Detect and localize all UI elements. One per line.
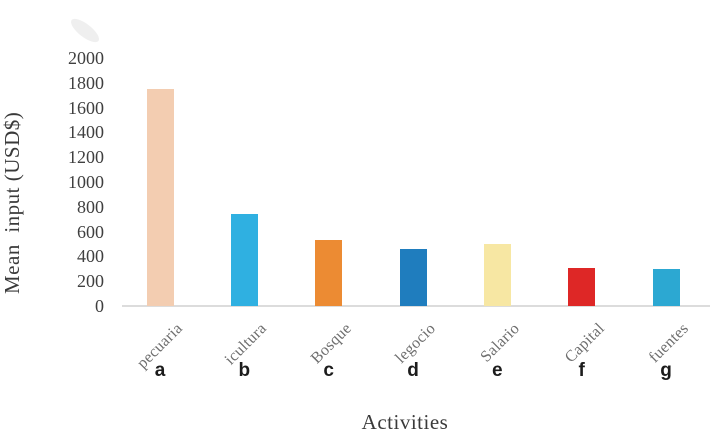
y-tick-label: 200 [77,271,104,292]
category-letter: f [578,360,585,381]
y-tick-label: 1800 [68,72,104,93]
scan-smudge-artifact [67,14,103,47]
bar-c [315,240,343,306]
category-letter: g [660,360,672,381]
y-tick-label: 1200 [68,147,104,168]
category-letter: e [492,360,503,381]
y-tick-label: 2000 [68,48,104,68]
y-tick-label: 800 [77,196,104,217]
x-axis-title: Activities [361,410,449,434]
y-tick-label: 600 [77,221,104,242]
bar-d [399,248,427,306]
y-tick-label: 1000 [68,172,104,192]
category-letter: c [323,360,334,381]
category-letter: a [154,360,166,381]
category-letter: d [407,360,419,381]
y-tick-label: 400 [77,246,104,267]
y-tick-label: 0 [95,296,104,316]
y-tick-label: 1400 [68,122,104,143]
y-tick-label: 1600 [68,97,104,118]
bar-e [483,244,511,306]
bar-a [146,89,174,306]
x-axis-line [122,305,710,307]
bar-f [568,267,596,306]
bar-g [652,268,680,306]
bar-b [230,214,258,306]
category-letter: b [238,360,251,381]
y-axis-title: Mean input (USD$) [0,111,24,295]
